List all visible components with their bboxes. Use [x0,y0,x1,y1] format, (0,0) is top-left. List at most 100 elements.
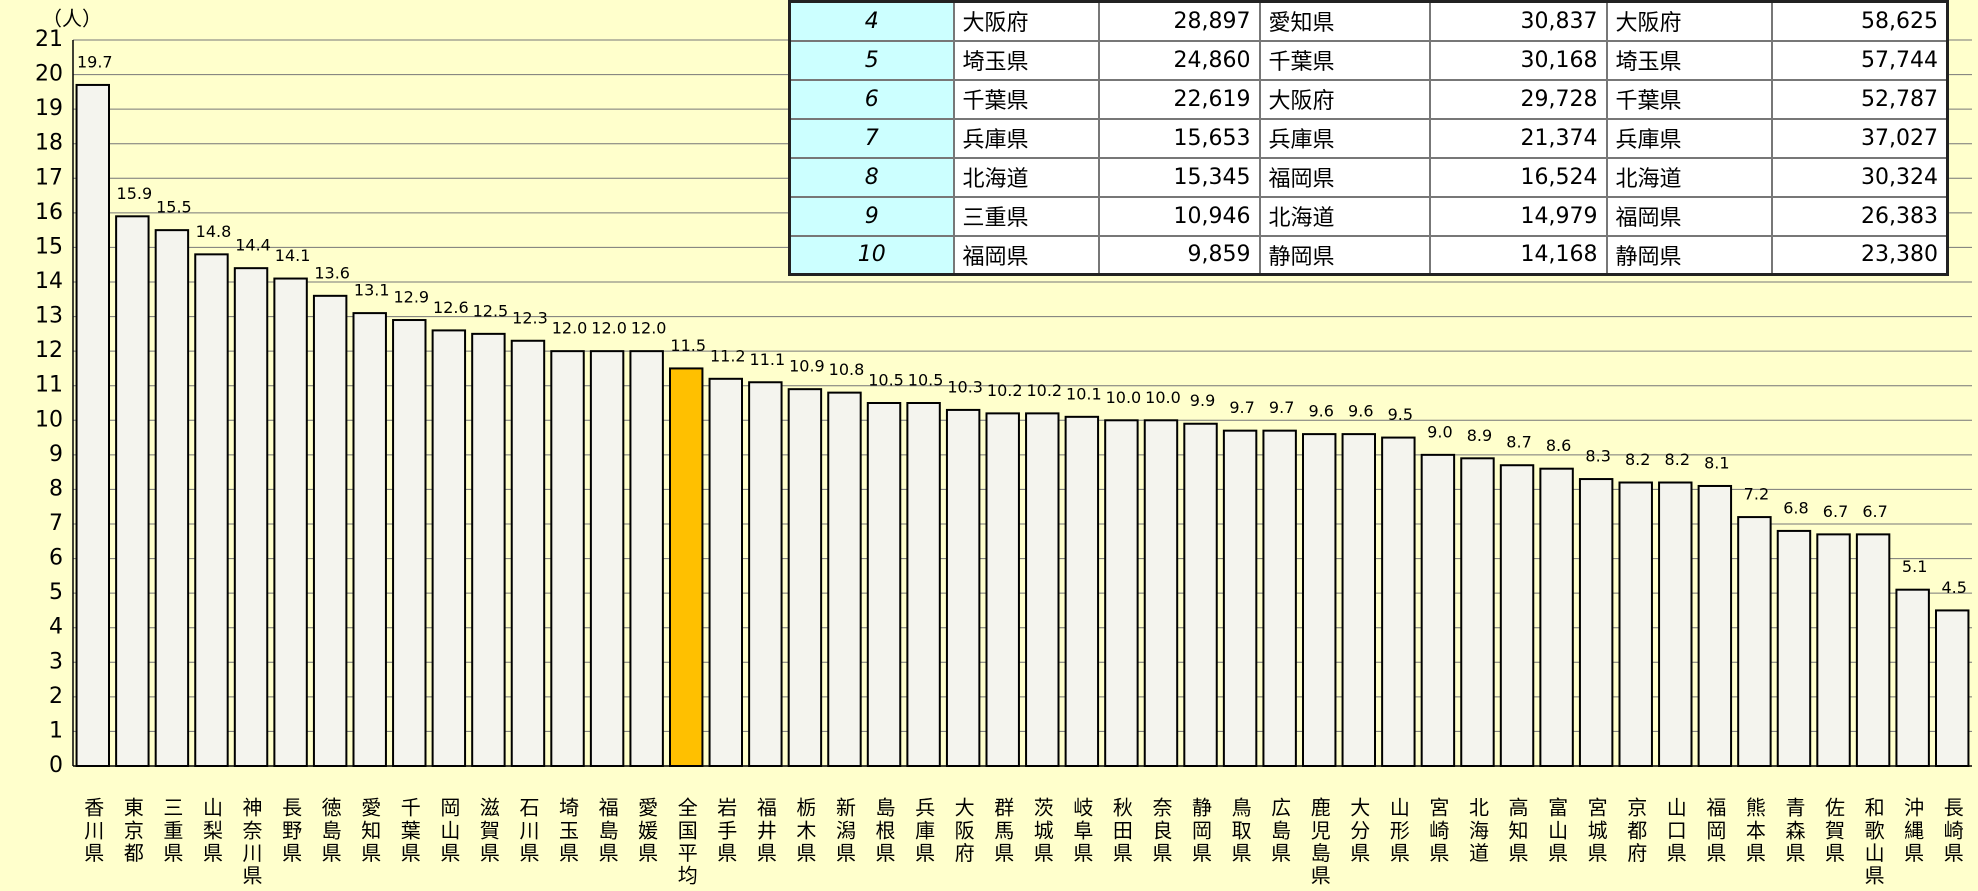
table-cell: 兵庫県 [952,117,1100,159]
table-cell: 6 [788,78,955,120]
y-tick-label: 19 [35,96,63,121]
x-tick-label: 全国平均 [674,797,698,888]
bar [1104,419,1139,767]
bar [194,253,229,767]
table-cell: 15,653 [1097,117,1261,159]
table-row: 10 福岡県 9,859 静岡県 14,168 静岡県 23,380 [788,234,1949,276]
x-tick-label: 宮城県 [1584,797,1608,866]
x-tick-label: 山形県 [1386,797,1410,866]
bar [1460,457,1495,767]
value-label: 11.5 [670,336,706,355]
y-tick-label: 17 [35,165,63,190]
x-tick-label: 奈良県 [1149,797,1173,866]
table-cell: 愛知県 [1258,0,1431,42]
bar [1222,429,1258,767]
y-tick-label: 11 [35,373,63,398]
bar [233,267,269,767]
x-tick-label: 高知県 [1505,797,1529,866]
table-cell: 7 [788,117,955,159]
x-tick-label: 秋田県 [1109,797,1133,866]
bar [1618,481,1653,767]
table-cell: 大阪府 [1605,0,1773,42]
x-tick-label: 香川県 [81,797,105,866]
bar [1578,478,1614,767]
bar [827,391,862,767]
table-cell: 10 [788,234,955,276]
table-cell: 大阪府 [1258,78,1431,120]
value-label: 14.8 [196,222,232,241]
value-label: 12.0 [631,319,667,338]
value-label: 8.9 [1467,426,1492,445]
value-label: 9.9 [1190,391,1215,410]
x-tick-label: 佐賀県 [1822,797,1846,866]
bar [1262,429,1297,767]
table-cell: 21,374 [1428,117,1608,159]
table-cell: 10,946 [1097,195,1261,237]
x-tick-label: 富山県 [1545,797,1569,866]
bar [1658,481,1693,767]
bar [1934,609,1970,768]
table-cell: 福岡県 [952,234,1100,276]
x-tick-label: 岡山県 [437,797,461,865]
bar [471,332,506,767]
x-tick-label: 熊本県 [1742,797,1766,866]
bar [1697,484,1733,767]
value-label: 14.1 [275,246,311,265]
table-cell: 23,380 [1770,234,1949,276]
bar [1895,588,1930,768]
table-cell: 三重県 [952,195,1100,237]
table-cell: 北海道 [1258,195,1431,237]
bar [431,329,467,767]
y-tick-label: 8 [49,476,63,501]
y-tick-label: 7 [49,511,63,536]
table-cell: 千葉県 [1258,39,1431,81]
table-cell: 16,524 [1428,156,1608,198]
x-tick-label: 鹿児島県 [1307,797,1331,888]
table-cell: 52,787 [1770,78,1949,120]
value-label: 10.5 [908,371,944,390]
bar [154,229,190,767]
x-tick-label: 新潟県 [832,797,856,866]
table-cell: 9,859 [1097,234,1261,276]
bar [748,381,783,767]
value-label: 12.9 [393,288,429,307]
table-cell: 22,619 [1097,78,1261,120]
table-cell: 14,168 [1428,234,1608,276]
table-cell: 北海道 [1605,156,1773,198]
table-cell: 30,324 [1770,156,1949,198]
y-tick-label: 6 [49,546,63,571]
table-row: 4 大阪府 28,897 愛知県 30,837 大阪府 58,625 [788,0,1949,42]
value-label: 10.2 [987,381,1023,400]
y-tick-label: 3 [49,649,63,674]
bar [629,350,664,767]
ranking-table: 4 大阪府 28,897 愛知県 30,837 大阪府 58,625 5 埼玉県 24,860 千葉… [788,0,1949,276]
value-label: 19.7 [77,52,113,71]
bar [945,408,981,767]
y-tick-label: 9 [49,442,63,467]
x-tick-label: 青森県 [1782,797,1806,866]
value-label: 9.5 [1388,405,1413,424]
bar [1816,533,1851,767]
table-cell: 30,837 [1428,0,1608,42]
value-label: 10.3 [947,377,983,396]
table-row: 9 三重県 10,946 北海道 14,979 福岡県 26,383 [788,195,1949,237]
value-label: 6.7 [1823,502,1848,521]
x-tick-label: 山口県 [1663,797,1687,866]
value-label: 9.6 [1348,402,1373,421]
table-cell: 29,728 [1428,78,1608,120]
x-tick-label: 栃木県 [793,797,817,866]
table-cell: 福岡県 [1605,195,1773,237]
value-label: 12.5 [473,301,509,320]
bar [392,319,427,767]
x-tick-label: 大阪府 [951,797,975,866]
value-label: 15.9 [117,184,153,203]
x-tick-label: 愛媛県 [635,797,659,866]
table-cell: 静岡県 [1258,234,1431,276]
x-tick-label: 島根県 [872,797,896,866]
x-tick-label: 鳥取県 [1228,797,1252,866]
bar [1341,433,1377,767]
value-label: 8.3 [1585,447,1610,466]
x-tick-label: 山梨県 [199,797,223,866]
